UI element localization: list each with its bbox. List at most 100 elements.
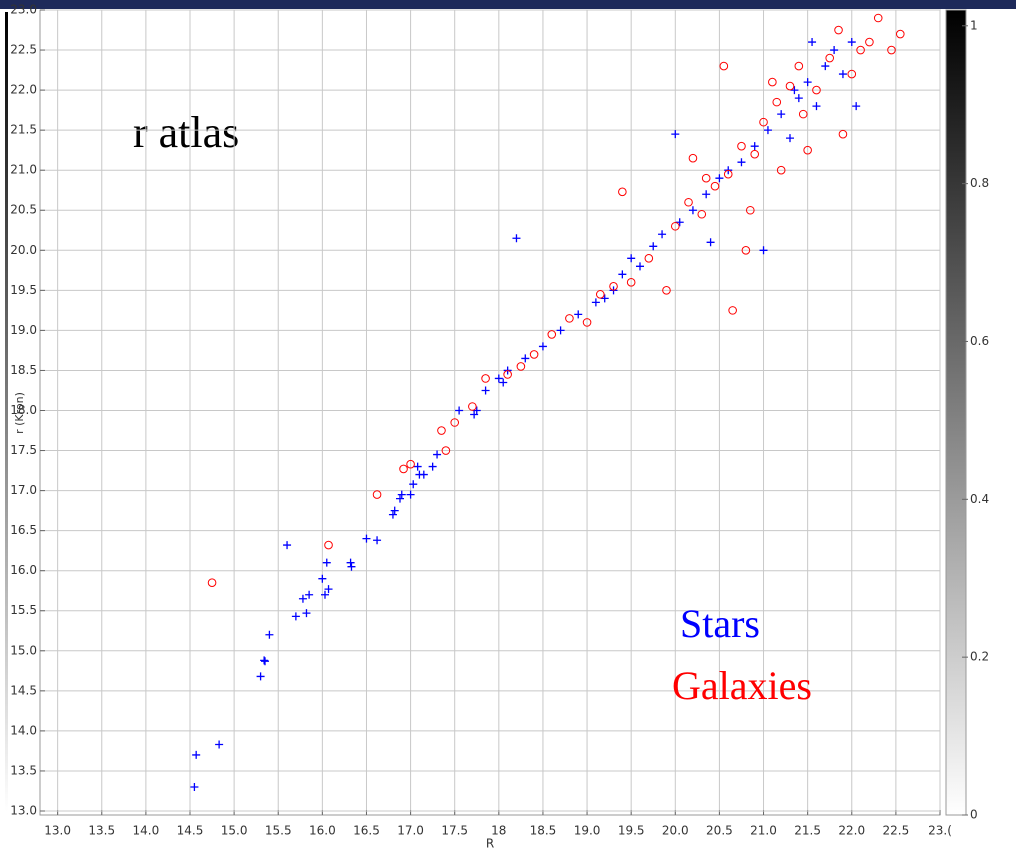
star-point [658,230,667,239]
star-point [362,534,371,543]
galaxy-point [618,187,627,197]
galaxy-point [710,181,720,191]
x-tick-label: 21.5 [794,824,821,838]
x-tick-label: 14.0 [133,824,160,838]
star-point [291,612,300,621]
star-point [830,46,839,55]
x-tick-label: 17.5 [441,824,468,838]
star-point [852,102,861,111]
y-tick-label: 13.0 [10,803,37,817]
star-point [413,462,422,471]
x-axis-label: R [486,837,494,851]
galaxy-point [895,29,905,39]
galaxy-point [399,464,408,474]
star-point [512,234,521,243]
y-tick-label: 19.5 [10,283,37,297]
star-point [373,536,382,545]
galaxy-point [887,45,896,55]
galaxy-point [688,153,698,163]
x-tick-label: 16.5 [353,824,380,838]
galaxy-point [503,370,512,379]
x-tick-label: 15.5 [265,824,292,838]
star-point [302,609,311,618]
star-point [706,238,715,247]
star-point [803,78,812,87]
galaxy-point [745,205,755,215]
galaxy-point [547,330,557,339]
star-point [190,782,199,791]
star-point [521,354,530,363]
annotation: r atlas [133,108,239,157]
star-point [618,270,627,279]
y-tick-label: 18.5 [10,363,37,377]
star-point [347,562,356,571]
colorbar-tick-label: 0.8 [970,176,989,190]
star-point [260,656,269,665]
star-point [794,94,803,103]
star-point [455,406,464,415]
x-tick-label: 23.( [928,824,952,838]
galaxy-point [670,221,680,231]
star-point [715,174,724,183]
galaxy-point [372,490,382,499]
x-tick-label: 13.0 [44,824,71,838]
star-point [763,126,772,135]
star-point [419,470,428,479]
x-tick-label: 20.5 [706,824,733,838]
star-point [215,740,224,749]
y-tick-label: 22.5 [10,43,37,57]
galaxy-point [207,578,217,588]
galaxy-point [626,278,636,287]
x-tick-label: 13.5 [88,824,115,838]
colorbar-tick-label: 1 [970,18,978,32]
galaxy-point [609,282,618,291]
galaxy-point [481,374,490,383]
star-point [305,590,314,599]
galaxy-point [701,173,711,183]
galaxy-point [582,318,592,327]
galaxy-point [406,459,415,469]
star-point [318,574,327,583]
star-point [406,490,415,499]
galaxy-point [812,85,821,95]
star-point [397,490,406,499]
star-point [346,558,355,567]
star-point [790,86,799,95]
y-tick-label: 19.0 [10,323,37,337]
x-tick-label: 22.0 [838,824,865,838]
galaxy-point [772,97,782,107]
star-point [600,294,609,303]
galaxy-point [847,69,857,79]
x-tick-label: 20.0 [662,824,689,838]
galaxy-point [825,53,835,63]
galaxy-point [741,245,751,255]
star-point [688,206,697,215]
y-tick-label: 14.0 [10,723,37,737]
star-point [675,218,684,227]
y-tick-label: 21.0 [10,163,37,177]
star-point [750,142,759,151]
star-point [324,585,333,594]
star-point [538,342,547,351]
star-point [838,70,847,79]
star-point [472,406,481,415]
star-point [847,38,856,47]
star-point [388,510,397,519]
star-point [396,494,404,503]
star-point [574,310,583,319]
y-tick-label: 20.0 [10,243,37,257]
y-tick-label: 20.5 [10,203,37,217]
galaxy-point [803,145,812,155]
galaxy-point [865,37,874,47]
galaxy-point [441,446,451,455]
galaxy-point [728,306,737,315]
x-tick-label: 18.5 [530,824,557,838]
star-point [591,298,600,307]
x-tick-label: 22.5 [883,824,910,838]
star-point [428,462,437,471]
galaxy-point [737,141,746,151]
star-point [481,386,490,395]
galaxy-point [834,25,843,35]
galaxy-point [723,169,733,179]
galaxy-point [468,402,477,411]
